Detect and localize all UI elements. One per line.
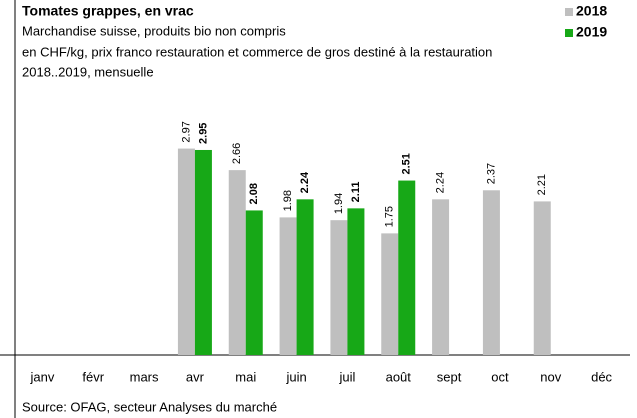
x-tick-label: déc — [591, 369, 612, 384]
bar — [330, 220, 348, 355]
x-tick-label: nov — [540, 369, 561, 384]
bar — [177, 148, 195, 355]
bar — [398, 180, 416, 355]
legend-label: 2019 — [576, 24, 607, 40]
x-tick-label: oct — [491, 369, 509, 384]
legend-swatch — [565, 29, 573, 37]
value-label: 1.75 — [384, 206, 396, 227]
value-label: 2.97 — [180, 121, 192, 142]
x-tick-label: sept — [437, 369, 462, 384]
value-label: 2.11 — [350, 182, 362, 203]
subtitle: 2018..2019, mensuelle — [22, 64, 154, 79]
value-label: 1.94 — [333, 193, 345, 214]
bar — [296, 199, 314, 355]
value-label: 2.66 — [231, 143, 243, 164]
value-label: 2.51 — [401, 153, 413, 174]
bar — [347, 208, 365, 355]
bar — [381, 233, 399, 355]
x-tick-label: janv — [29, 369, 54, 384]
bar — [279, 217, 297, 355]
value-label: 2.37 — [485, 163, 497, 184]
x-tick-label: avr — [186, 369, 205, 384]
x-tick-label: juil — [338, 369, 355, 384]
bar — [432, 199, 450, 355]
subtitle: Marchandise suisse, produits bio non com… — [22, 23, 286, 38]
x-tick-label: mars — [130, 369, 159, 384]
x-tick-label: août — [386, 369, 412, 384]
subtitle: en CHF/kg, prix franco restauration et c… — [22, 44, 492, 59]
bar — [482, 190, 500, 355]
value-label: 2.21 — [536, 174, 548, 195]
x-tick-label: juin — [285, 369, 306, 384]
x-tick-label: févr — [82, 369, 104, 384]
bar — [228, 170, 246, 355]
x-tick-label: mai — [235, 369, 256, 384]
bar — [533, 201, 551, 355]
legend-label: 2018 — [576, 3, 607, 19]
value-label: 1.98 — [282, 190, 294, 211]
bar — [245, 210, 263, 355]
legend-swatch — [565, 8, 573, 16]
value-label: 2.24 — [434, 172, 446, 193]
chart-title: Tomates grappes, en vrac — [22, 3, 194, 19]
value-label: 2.08 — [248, 183, 260, 204]
value-label: 2.95 — [197, 123, 209, 144]
value-label: 2.24 — [299, 171, 311, 193]
bar — [194, 149, 212, 355]
source: Source: OFAG, secteur Analyses du marché — [22, 399, 277, 414]
